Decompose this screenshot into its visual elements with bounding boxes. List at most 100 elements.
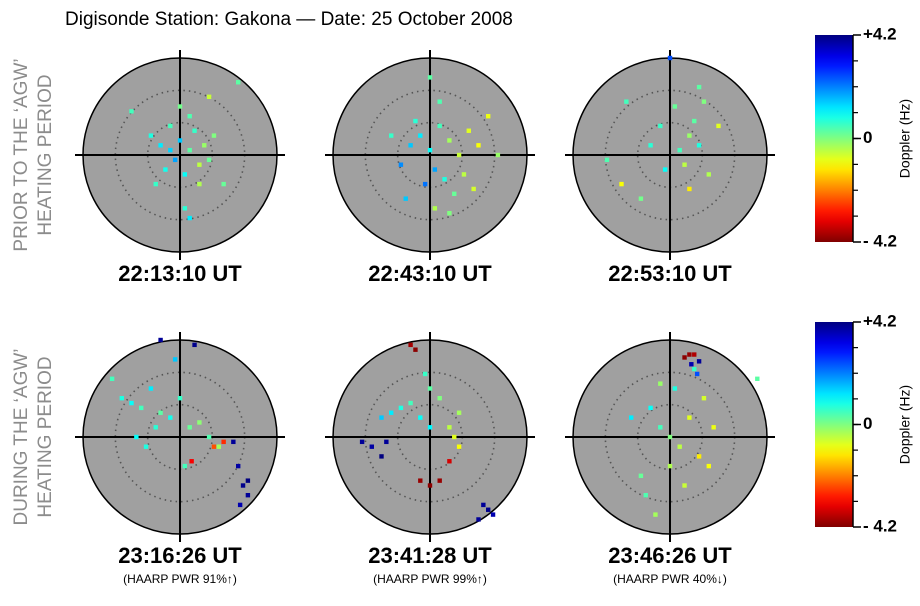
echo-point — [427, 75, 433, 80]
echo-point — [189, 459, 194, 464]
echo-point — [432, 167, 438, 172]
echo-point — [667, 434, 673, 440]
echo-point — [696, 84, 702, 90]
echo-point — [129, 109, 134, 114]
echo-point — [148, 386, 154, 391]
echo-point — [158, 143, 163, 148]
echo-point — [643, 493, 648, 498]
echo-point — [158, 410, 163, 415]
echo-point — [422, 181, 428, 187]
colorbar-tick-label: +4.2 — [863, 311, 897, 330]
echo-point — [379, 415, 384, 420]
echo-point — [706, 463, 711, 469]
echo-point — [202, 143, 207, 148]
panel-time: 22:53:10 UT — [608, 261, 732, 286]
echo-point — [236, 80, 241, 85]
echo-point — [168, 415, 173, 420]
echo-point — [692, 118, 697, 124]
echo-point — [221, 181, 226, 187]
echo-point — [182, 463, 188, 469]
echo-point — [172, 157, 178, 163]
echo-point — [687, 415, 692, 420]
echo-point — [109, 376, 115, 381]
echo-point — [216, 444, 221, 449]
echo-point — [658, 425, 663, 430]
echo-point — [619, 181, 624, 187]
echo-point — [369, 444, 374, 449]
echo-point — [168, 123, 173, 129]
echo-point — [604, 157, 610, 163]
echo-point — [689, 362, 694, 367]
echo-point — [692, 366, 697, 372]
echo-point — [490, 512, 496, 517]
echo-point — [187, 215, 192, 221]
panel-time: 23:41:28 UT — [368, 543, 492, 568]
echo-point — [486, 114, 491, 119]
echo-point — [427, 425, 433, 430]
echo-point — [379, 454, 384, 459]
echo-point — [696, 454, 702, 459]
echo-point — [197, 181, 202, 187]
echo-point — [129, 400, 134, 406]
row-label: PRIOR TO THE ‘AGW’ — [11, 58, 32, 251]
echo-point — [413, 118, 418, 124]
echo-point — [418, 415, 423, 420]
echo-point — [197, 162, 202, 167]
echo-point — [119, 396, 124, 401]
echo-point — [476, 517, 481, 522]
echo-point — [442, 177, 447, 182]
echo-point — [471, 186, 476, 192]
row-label: DURING THE ‘AGW’ — [11, 349, 32, 526]
echo-point — [437, 123, 442, 129]
echo-point — [687, 133, 692, 138]
echo-point — [158, 337, 163, 343]
echo-point — [456, 410, 462, 415]
echo-point — [638, 196, 644, 201]
echo-point — [403, 196, 408, 201]
echo-point — [447, 459, 452, 464]
echo-point — [476, 143, 481, 148]
echo-point — [236, 463, 241, 469]
echo-point — [658, 123, 663, 129]
figure-title: Digisonde Station: Gakona — Date: 25 Oct… — [65, 9, 513, 30]
echo-point — [389, 133, 394, 138]
echo-point — [192, 128, 197, 133]
panel-time: 22:43:10 UT — [368, 261, 492, 286]
echo-point — [192, 342, 197, 348]
echo-point — [682, 355, 687, 360]
echo-point — [187, 425, 192, 430]
echo-point — [418, 478, 423, 483]
echo-point — [398, 162, 404, 167]
echo-point — [461, 172, 467, 177]
echo-point — [211, 133, 217, 138]
colorbar-tick-label: - 4.2 — [863, 231, 897, 250]
echo-point — [153, 181, 158, 187]
echo-point — [437, 396, 442, 401]
echo-point — [168, 147, 173, 153]
echo-point — [187, 114, 192, 119]
echo-point — [662, 167, 668, 172]
echo-point — [177, 396, 183, 401]
echo-point — [624, 99, 629, 104]
echo-point — [432, 206, 438, 211]
echo-point — [692, 352, 697, 357]
echo-point — [187, 147, 192, 153]
echo-point — [134, 434, 139, 440]
row-label: HEATING PERIOD — [35, 74, 56, 235]
echo-point — [221, 439, 226, 445]
echo-point — [408, 400, 413, 406]
echo-point — [211, 444, 217, 449]
echo-point — [672, 104, 678, 109]
echo-point — [240, 483, 246, 488]
echo-point — [182, 206, 188, 211]
echo-point — [447, 425, 452, 430]
echo-point — [206, 94, 212, 99]
echo-point — [629, 415, 634, 420]
echo-point — [177, 104, 183, 109]
echo-point — [398, 405, 404, 411]
echo-point — [206, 434, 212, 440]
echo-point — [197, 420, 202, 425]
echo-point — [422, 371, 428, 377]
